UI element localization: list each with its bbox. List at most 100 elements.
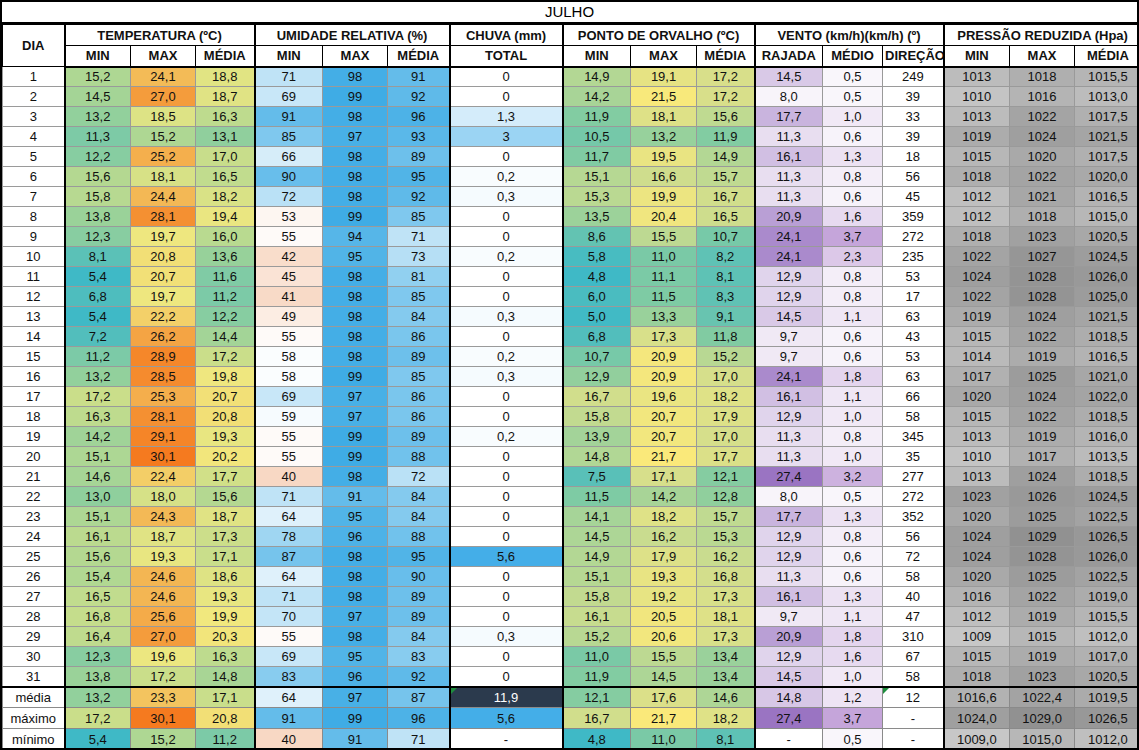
cell-umid-media[interactable]: 89 [388,427,450,447]
cell-orvalho-min[interactable]: 15,3 [563,187,631,207]
cell-temp-max[interactable]: 18,5 [131,107,196,127]
cell-umid-min[interactable]: 41 [255,287,323,307]
cell-pressao-min[interactable]: 1024 [944,267,1010,287]
cell-dia[interactable]: 10 [3,247,65,267]
cell-vento-rajada[interactable]: 24,1 [755,247,823,267]
cell-orvalho-min[interactable]: 15,2 [563,627,631,647]
cell-vento-rajada[interactable]: 20,9 [755,207,823,227]
cell-pressao-min[interactable]: 1012 [944,187,1010,207]
cell-vento-medio[interactable]: 0,5 [823,729,883,750]
cell-pressao-min[interactable]: 1010 [944,87,1010,107]
cell-pressao-max[interactable]: 1022 [1010,327,1075,347]
cell-chuva-total[interactable]: 0 [450,67,563,87]
cell-orvalho-max[interactable]: 17,3 [631,327,697,347]
cell-vento-rajada[interactable]: 11,3 [755,427,823,447]
cell-vento-direcao[interactable]: 39 [883,87,944,107]
cell-pressao-media[interactable]: 1018,5 [1075,407,1139,427]
summary-label[interactable]: mínimo [3,729,65,750]
cell-pressao-max[interactable]: 1028 [1010,547,1075,567]
cell-vento-medio[interactable]: 0,6 [823,547,883,567]
cell-vento-medio[interactable]: 3,7 [823,227,883,247]
cell-chuva-total[interactable]: 0 [450,507,563,527]
cell-chuva-total[interactable]: 0 [450,667,563,687]
cell-pressao-max[interactable]: 1024 [1010,307,1075,327]
cell-vento-medio[interactable]: 0,8 [823,287,883,307]
cell-orvalho-media[interactable]: 16,7 [697,187,755,207]
cell-orvalho-max[interactable]: 19,2 [631,587,697,607]
cell-temp-max[interactable]: 30,1 [131,708,196,729]
cell-orvalho-media[interactable]: 11,8 [697,327,755,347]
cell-temp-max[interactable]: 25,2 [131,147,196,167]
cell-vento-direcao[interactable]: - [883,729,944,750]
cell-vento-direcao[interactable]: 53 [883,347,944,367]
cell-orvalho-max[interactable]: 18,2 [631,507,697,527]
cell-vento-rajada[interactable]: 11,3 [755,187,823,207]
cell-temp-media[interactable]: 19,9 [196,607,255,627]
cell-temp-min[interactable]: 15,6 [65,167,131,187]
cell-orvalho-max[interactable]: 20,9 [631,367,697,387]
cell-orvalho-max[interactable]: 11,0 [631,247,697,267]
cell-temp-min[interactable]: 14,5 [65,87,131,107]
cell-orvalho-max[interactable]: 17,9 [631,547,697,567]
cell-chuva-total-flagged[interactable]: 11,9 [450,687,563,708]
cell-vento-rajada[interactable]: 11,3 [755,127,823,147]
cell-temp-max[interactable]: 20,7 [131,267,196,287]
cell-orvalho-media[interactable]: 12,1 [697,467,755,487]
cell-umid-media[interactable]: 84 [388,487,450,507]
cell-pressao-media[interactable]: 1024,5 [1075,487,1139,507]
cell-umid-min[interactable]: 40 [255,729,323,750]
sub-header-pressao-min[interactable]: MIN [944,46,1010,67]
cell-pressao-media[interactable]: 1021,5 [1075,127,1139,147]
cell-temp-min[interactable]: 15,6 [65,547,131,567]
cell-vento-direcao[interactable]: 56 [883,527,944,547]
summary-label[interactable]: máximo [3,708,65,729]
cell-umid-min[interactable]: 55 [255,627,323,647]
cell-umid-max[interactable]: 98 [323,587,388,607]
cell-temp-media[interactable]: 17,2 [196,347,255,367]
cell-umid-max[interactable]: 98 [323,307,388,327]
cell-vento-direcao[interactable]: 58 [883,567,944,587]
cell-umid-min[interactable]: 71 [255,587,323,607]
cell-orvalho-max[interactable]: 20,5 [631,607,697,627]
cell-pressao-max[interactable]: 1028 [1010,287,1075,307]
cell-chuva-total[interactable]: 0,2 [450,247,563,267]
cell-chuva-total[interactable]: 0 [450,267,563,287]
cell-orvalho-min[interactable]: 14,5 [563,527,631,547]
cell-umid-min[interactable]: 58 [255,347,323,367]
cell-temp-media[interactable]: 18,7 [196,507,255,527]
cell-temp-max[interactable]: 22,4 [131,467,196,487]
cell-temp-max[interactable]: 18,7 [131,527,196,547]
cell-temp-min[interactable]: 7,2 [65,327,131,347]
cell-orvalho-max[interactable]: 19,9 [631,187,697,207]
cell-orvalho-min[interactable]: 7,5 [563,467,631,487]
cell-orvalho-media[interactable]: 11,9 [697,127,755,147]
cell-orvalho-max[interactable]: 17,1 [631,467,697,487]
cell-vento-medio[interactable]: 1,0 [823,407,883,427]
cell-vento-rajada[interactable]: 17,7 [755,107,823,127]
cell-umid-max[interactable]: 98 [323,467,388,487]
cell-orvalho-min[interactable]: 4,8 [563,729,631,750]
cell-temp-media[interactable]: 19,3 [196,427,255,447]
cell-umid-media[interactable]: 85 [388,207,450,227]
cell-orvalho-max[interactable]: 20,7 [631,427,697,447]
cell-pressao-min[interactable]: 1018 [944,227,1010,247]
cell-pressao-max[interactable]: 1025 [1010,507,1075,527]
cell-orvalho-min[interactable]: 15,1 [563,167,631,187]
cell-temp-min[interactable]: 16,8 [65,607,131,627]
cell-umid-media[interactable]: 89 [388,347,450,367]
cell-chuva-total[interactable]: 0,3 [450,367,563,387]
cell-orvalho-media[interactable]: 17,0 [697,427,755,447]
cell-orvalho-media[interactable]: 12,8 [697,487,755,507]
group-header-temp[interactable]: TEMPERATURA (ºC) [65,25,255,46]
cell-dia[interactable]: 18 [3,407,65,427]
cell-orvalho-max[interactable]: 11,0 [631,729,697,750]
cell-orvalho-min[interactable]: 12,1 [563,687,631,708]
cell-vento-direcao[interactable]: 235 [883,247,944,267]
cell-orvalho-min[interactable]: 13,9 [563,427,631,447]
sub-header-pressao-media[interactable]: MÉDIA [1075,46,1139,67]
cell-dia[interactable]: 23 [3,507,65,527]
cell-umid-max[interactable]: 91 [323,487,388,507]
cell-pressao-media[interactable]: 1026,5 [1075,708,1139,729]
cell-pressao-min[interactable]: 1012 [944,207,1010,227]
cell-pressao-max[interactable]: 1023 [1010,227,1075,247]
